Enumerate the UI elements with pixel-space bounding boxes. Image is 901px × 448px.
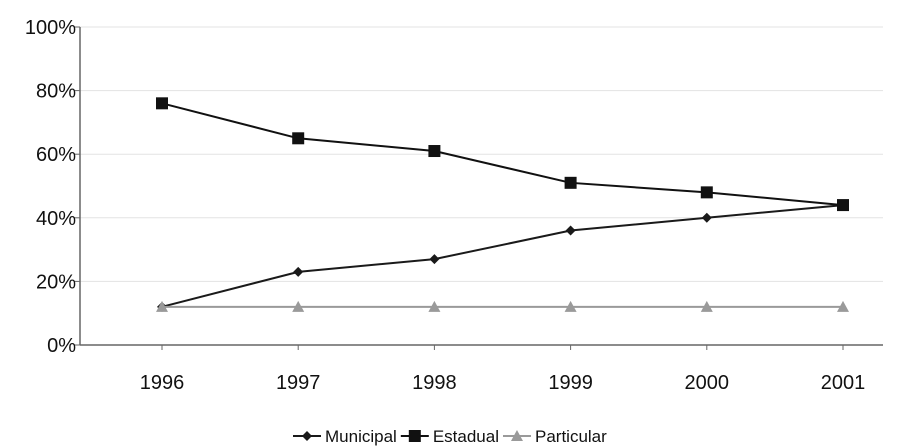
x-tick-label: 1999 (548, 372, 593, 394)
x-tick-label: 1996 (140, 372, 185, 394)
x-tick-label: 1997 (276, 372, 321, 394)
legend-marker-particular (510, 430, 523, 441)
y-tick-label: 80% (36, 81, 76, 103)
data-point-particular (564, 300, 577, 312)
legend-marker-municipal (302, 431, 312, 441)
data-point-municipal (565, 225, 576, 236)
series-line-estadual (161, 102, 844, 207)
grid-lines (74, 26, 883, 346)
legend-item-estadual: Estadual (400, 427, 499, 446)
legend-item-municipal: Municipal (293, 427, 397, 446)
legend-label-particular: Particular (535, 427, 607, 446)
data-point-particular (428, 300, 441, 312)
legend-label-municipal: Municipal (325, 427, 397, 446)
data-point-particular (837, 300, 849, 312)
y-tick-labels: 0% 20% 40% 60% 80% 100% (25, 17, 76, 357)
data-point-estadual (564, 176, 577, 189)
series-group (156, 97, 849, 312)
series-municipal (157, 200, 848, 312)
series-line-municipal (161, 204, 844, 308)
data-point-estadual (700, 186, 713, 199)
legend-item-particular: Particular (502, 427, 607, 446)
legend-label-estadual: Estadual (433, 427, 499, 446)
data-point-particular (156, 300, 168, 312)
y-tick-label: 20% (36, 271, 76, 293)
series-particular (156, 300, 849, 312)
legend: Municipal Estadual Particular (293, 427, 607, 446)
data-point-particular (292, 300, 305, 312)
axes (79, 27, 883, 346)
data-point-estadual (156, 97, 168, 110)
legend-marker-estadual (408, 430, 421, 442)
y-tick-label: 60% (36, 144, 76, 166)
data-point-municipal (429, 254, 440, 265)
y-tick-label: 0% (47, 335, 76, 357)
x-tick-label: 2000 (685, 372, 730, 394)
y-tick-label: 40% (36, 208, 76, 230)
data-point-particular (700, 300, 713, 312)
data-point-estadual (428, 145, 441, 158)
series-estadual (156, 97, 849, 212)
x-tick-label: 1998 (412, 372, 457, 394)
data-point-estadual (292, 132, 305, 145)
data-point-estadual (837, 199, 849, 212)
x-tick-label: 2001 (821, 372, 866, 394)
x-tick-labels: 1996 1997 1998 1999 2000 2001 (140, 345, 866, 394)
data-point-municipal (701, 212, 712, 223)
y-tick-label: 100% (25, 17, 76, 39)
data-point-municipal (293, 266, 304, 277)
